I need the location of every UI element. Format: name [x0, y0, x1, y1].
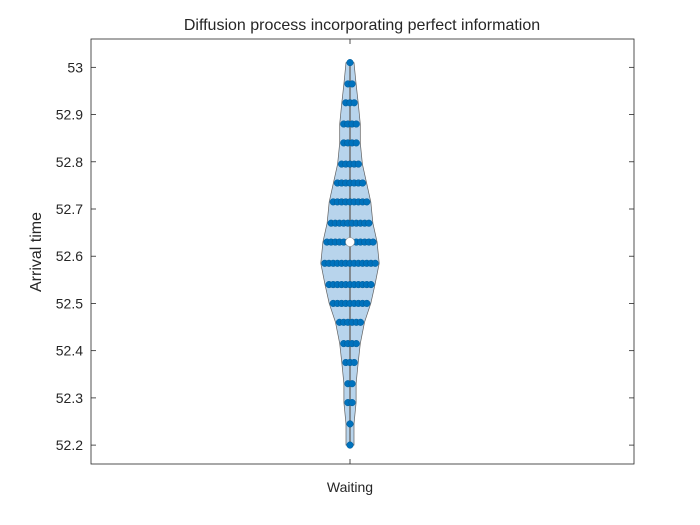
- data-point: [356, 318, 365, 326]
- x-tick-label: Waiting: [327, 479, 373, 495]
- y-tick-label: 52.2: [56, 437, 83, 453]
- y-tick-label: 52.8: [56, 154, 83, 170]
- chart-title: Diffusion process incorporating perfect …: [184, 17, 540, 34]
- data-point: [350, 358, 358, 367]
- data-point: [346, 441, 354, 449]
- y-tick-label: 52.9: [56, 107, 83, 123]
- data-point: [352, 139, 360, 147]
- points-layer: [321, 59, 379, 449]
- data-point: [359, 179, 367, 187]
- data-point: [350, 99, 358, 107]
- y-tick-label: 52.5: [56, 295, 83, 311]
- data-point: [348, 80, 356, 88]
- data-point: [348, 380, 356, 388]
- data-point: [365, 219, 373, 227]
- median-marker: [345, 237, 355, 247]
- y-axis-label: Arrival time: [28, 212, 45, 292]
- x-ticks: Waiting: [327, 39, 373, 495]
- y-tick-label: 52.7: [56, 201, 83, 217]
- data-point: [352, 340, 360, 348]
- data-point: [363, 299, 371, 307]
- y-tick-label: 52.4: [56, 343, 83, 359]
- data-point: [346, 420, 354, 428]
- data-point: [371, 259, 379, 267]
- y-tick-label: 53: [67, 59, 83, 75]
- y-tick-label: 52.3: [56, 390, 83, 406]
- data-point: [354, 160, 362, 168]
- y-ticks: 52.2 52.3 52.4 52.5 52.6 52.7 52.8 52.9 53: [56, 59, 634, 453]
- data-point: [369, 238, 377, 246]
- data-point: [348, 399, 356, 407]
- data-point: [367, 281, 375, 289]
- data-point: [352, 120, 360, 128]
- y-tick-label: 52.6: [56, 248, 83, 264]
- data-point: [363, 198, 371, 206]
- data-point: [346, 59, 354, 67]
